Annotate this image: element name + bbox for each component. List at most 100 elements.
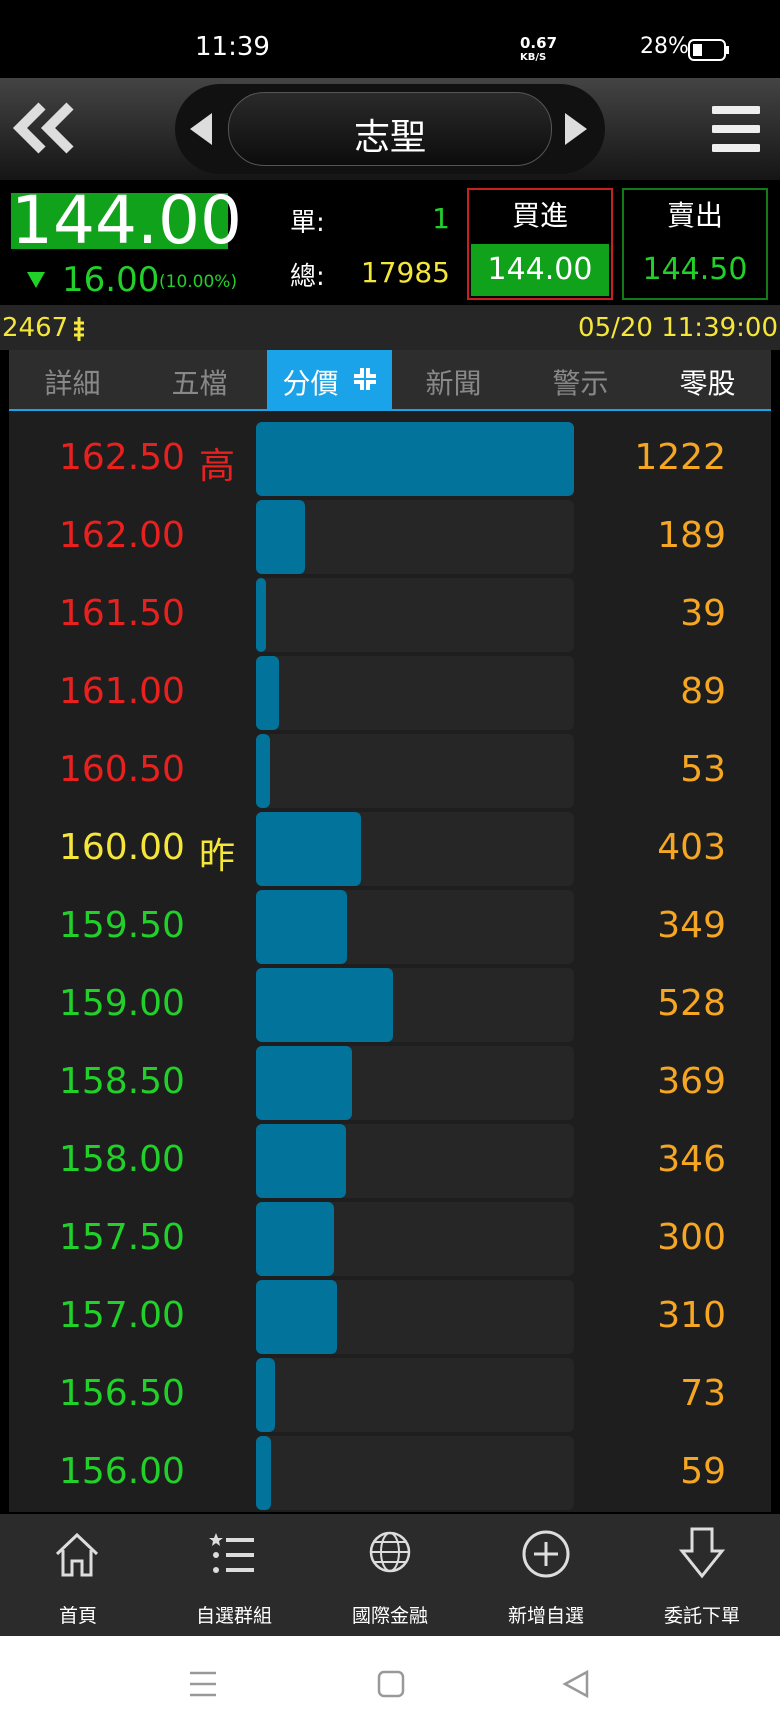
prev-button[interactable]: [190, 113, 214, 145]
nav-label[interactable]: 新增自選: [507, 1605, 584, 1627]
volume: 369: [657, 1061, 726, 1102]
bottom-nav: 首頁 自選群組 國際金融 新增自選 委託下單: [0, 1514, 780, 1636]
price: 160.00: [59, 827, 185, 868]
volume-bar: [256, 500, 306, 574]
volume-bar: [256, 1358, 275, 1432]
bar-track: [256, 578, 574, 652]
sell-label: 賣出: [666, 199, 723, 232]
price: 159.00: [59, 983, 185, 1024]
price: 159.50: [59, 905, 185, 946]
volume-list: 162.50 高 1222 162.00 189 161.50 39 161.00 89 160.…: [9, 411, 771, 1512]
price: 157.00: [59, 1295, 185, 1336]
home-icon: [55, 1532, 99, 1577]
price: 156.00: [59, 1451, 185, 1492]
volume: 528: [657, 983, 726, 1024]
battery-icon: [688, 39, 729, 61]
bar-track: [256, 1358, 574, 1432]
volume: 310: [657, 1295, 726, 1336]
stock-name: 志聖: [353, 117, 426, 158]
volume: 53: [680, 749, 726, 790]
tab[interactable]: 分價: [267, 350, 392, 409]
back-system[interactable]: [562, 1670, 590, 1698]
buy-price: 144.00: [471, 244, 609, 296]
tab[interactable]: 詳細: [9, 350, 136, 409]
home-button[interactable]: [377, 1670, 405, 1698]
volume: 403: [657, 827, 726, 868]
sell-price: 144.50: [642, 252, 748, 287]
battery-text: 28%: [640, 34, 689, 59]
volume-bar: [256, 1124, 347, 1198]
sell-box[interactable]: 賣出 144.50: [622, 188, 768, 300]
volume-bar: [256, 656, 280, 730]
tab-label: 新聞: [425, 367, 482, 400]
back-button[interactable]: [10, 98, 80, 158]
add-icon: [522, 1530, 570, 1578]
volume-bar: [256, 812, 361, 886]
price: 158.50: [59, 1061, 185, 1102]
system-nav: [0, 1636, 780, 1733]
net-unit: KB/S: [520, 52, 547, 63]
tab-label: 五檔: [171, 367, 228, 400]
volume: 300: [657, 1217, 726, 1258]
info-row: 2467 05/20 11:39:00: [0, 305, 780, 350]
buy-box[interactable]: 買進 144.00: [467, 188, 613, 300]
order-icon: [678, 1527, 726, 1579]
tab-label: 分價: [282, 367, 339, 400]
price: 157.50: [59, 1217, 185, 1258]
clock: 11:39: [195, 32, 270, 62]
bar-track: [256, 500, 574, 574]
tab[interactable]: 警示: [517, 350, 644, 409]
total-label: 總:: [290, 262, 325, 292]
tab[interactable]: 零股: [644, 350, 771, 409]
nav-label[interactable]: 自選群組: [195, 1605, 272, 1627]
tab[interactable]: 新聞: [390, 350, 517, 409]
status-bar: 11:39 0.67 KB/S 28%: [0, 0, 780, 78]
volume: 89: [680, 671, 726, 712]
collapse-icon: [354, 368, 376, 390]
volume-bar: [256, 1046, 353, 1120]
recent-apps[interactable]: [188, 1670, 218, 1698]
down-arrow: [27, 272, 45, 288]
price: 160.50: [59, 749, 185, 790]
quote-panel: 144.00 16.00 (10.00%) 單: 1 總: 17985 買進 1…: [0, 180, 780, 305]
price: 161.00: [59, 671, 185, 712]
volume-bar: [256, 578, 267, 652]
tab[interactable]: 五檔: [136, 350, 263, 409]
list-icon: [209, 1533, 254, 1573]
single-label: 單:: [290, 208, 325, 238]
bar-track: [256, 734, 574, 808]
volume-bar: [256, 968, 394, 1042]
volume: 73: [680, 1373, 726, 1414]
volume: 39: [680, 593, 726, 634]
price: 162.50: [59, 437, 185, 478]
volume-bar: [256, 734, 270, 808]
price: 156.50: [59, 1373, 185, 1414]
nav-label[interactable]: 國際金融: [351, 1605, 428, 1627]
change-pct: (10.00%): [159, 272, 238, 292]
menu-button[interactable]: [712, 104, 760, 154]
code-icon: [74, 317, 84, 341]
globe-icon: [369, 1531, 411, 1573]
volume: 59: [680, 1451, 726, 1492]
bar-track: [256, 656, 574, 730]
volume: 189: [657, 515, 726, 556]
price-tag: 昨: [199, 836, 236, 877]
change: 16.00: [62, 260, 160, 300]
price-box: [11, 193, 228, 249]
tab-bar: 詳細 五檔 分價 新聞 警示 零股: [9, 350, 771, 411]
last-price: 144.00: [11, 182, 242, 259]
volume-bar: [256, 890, 347, 964]
next-button[interactable]: [563, 113, 587, 145]
price: 162.00: [59, 515, 185, 556]
single-volume: 1: [432, 202, 450, 235]
tab-label: 零股: [679, 367, 736, 400]
title-pill[interactable]: [228, 92, 552, 166]
price-tag: 高: [199, 446, 236, 487]
nav-label[interactable]: 委託下單: [663, 1605, 740, 1627]
buy-label: 買進: [511, 199, 568, 232]
volume-bar: [256, 1202, 335, 1276]
nav-label[interactable]: 首頁: [58, 1605, 97, 1627]
total-volume: 17985: [360, 256, 450, 289]
net-speed: 0.67: [520, 34, 558, 52]
